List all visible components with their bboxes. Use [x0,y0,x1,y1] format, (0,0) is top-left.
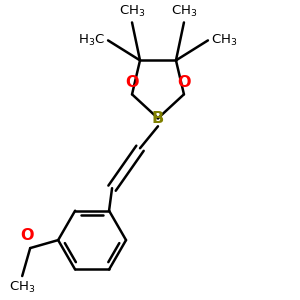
Text: O: O [177,75,191,90]
Text: CH$_3$: CH$_3$ [171,4,197,20]
Text: CH$_3$: CH$_3$ [9,280,35,295]
Text: CH$_3$: CH$_3$ [211,33,237,48]
Text: O: O [20,228,34,243]
Text: H$_3$C: H$_3$C [78,33,105,48]
Text: B: B [152,111,164,126]
Text: O: O [125,75,139,90]
Text: CH$_3$: CH$_3$ [119,4,145,20]
